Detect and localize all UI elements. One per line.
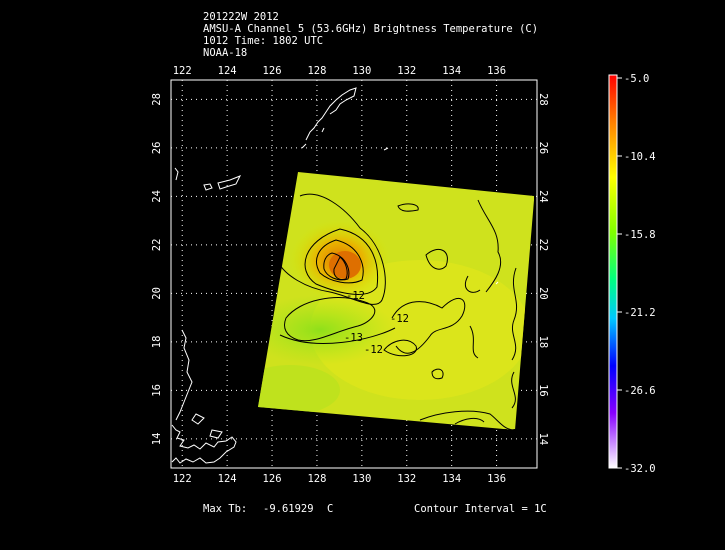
colorbar-tick-label: -26.6 [624,385,656,397]
lat-labels-right: 14 16 18 20 22 24 26 28 [537,93,549,445]
contour-line [464,275,481,293]
lat-tick-label: 26 [537,142,549,155]
contour-line [425,248,448,270]
lon-tick-label: 134 [442,65,461,77]
lat-tick-label: 28 [151,93,163,106]
title-line-3: 1012 Time: 1802 UTC [203,35,324,47]
lat-tick-label: 22 [537,239,549,252]
contour-label: -12 [346,290,365,302]
lat-labels-left: 14 16 18 20 22 24 26 28 [151,93,163,445]
title-line-2: AMSU-A Channel 5 (53.6GHz) Brightness Te… [203,23,539,35]
contour-label: -13 [490,428,509,440]
contour-line [383,339,417,357]
contour-interval: Contour Interval = 1C [414,503,547,515]
lon-tick-label: 126 [263,473,282,485]
title-line-1: 201222W 2012 [203,11,279,23]
colorbar-ticks: -5.0 -10.4 -15.8 -21.2 -26.6 -32.0 [617,73,656,475]
colorbar [608,74,618,469]
lon-tick-label: 122 [173,473,192,485]
contour-label: -12 [364,344,383,356]
colorbar-tick-label: -15.8 [624,229,656,241]
lat-tick-label: 26 [151,142,163,155]
contour-line [469,325,479,359]
max-tb-label: Max Tb: [203,503,248,515]
lon-tick-label: 132 [397,65,416,77]
lat-tick-label: 20 [151,287,163,300]
contour-line [431,368,444,380]
lon-tick-label: 122 [173,65,192,77]
contour-line [304,228,379,295]
lat-tick-label: 16 [537,384,549,397]
lon-tick-label: 130 [352,473,371,485]
lat-tick-label: 18 [537,336,549,349]
coastline [171,87,499,464]
lon-tick-label: 136 [487,473,506,485]
contour-line [279,327,396,344]
lon-labels-top: 122 124 126 128 130 132 134 136 [173,65,506,77]
contour-label: -13 [505,428,524,440]
lon-tick-label: 128 [307,65,326,77]
lat-tick-label: 18 [151,336,163,349]
contour-label: -13 [344,332,363,344]
contour-label: -12 [390,313,409,325]
lon-tick-label: 132 [397,473,416,485]
lat-tick-label: 24 [537,190,549,203]
contour-line [397,203,419,212]
lon-tick-label: 124 [218,473,237,485]
lon-labels-bottom: 122 124 126 128 130 132 134 136 [173,473,506,485]
contour-line [477,199,502,293]
contour-line [277,193,386,305]
contour-line [454,417,485,425]
lat-tick-label: 14 [151,433,163,446]
contour-line [316,239,364,284]
lon-tick-label: 128 [307,473,326,485]
contour-line [419,410,515,431]
max-tb-value: -9.61929 [263,503,314,515]
colorbar-tick-label: -5.0 [624,73,649,85]
lon-tick-label: 126 [263,65,282,77]
contour-line [511,371,516,409]
title-line-4: NOAA-18 [203,47,248,59]
lat-tick-label: 22 [151,239,163,252]
lon-tick-label: 134 [442,473,461,485]
max-tb-unit: C [327,503,334,515]
colorbar-tick-label: -32.0 [624,463,656,475]
lat-tick-label: 14 [537,433,549,446]
lat-tick-label: 24 [151,190,163,203]
contour-line [323,252,350,281]
lat-tick-label: 16 [151,384,163,397]
contour-line [391,297,466,354]
contour-line [511,267,518,361]
lat-tick-label: 20 [537,287,549,300]
colorbar-tick-label: -10.4 [624,151,656,163]
contour-labels: -12 -12 -13 -12 -13 -13 [344,290,524,440]
lon-tick-label: 136 [487,65,506,77]
contour-line [333,256,348,280]
contour-line [284,297,376,342]
colorbar-tick-label: -21.2 [624,307,656,319]
lon-tick-label: 124 [218,65,237,77]
lon-tick-label: 130 [352,65,371,77]
lat-tick-label: 28 [537,93,549,106]
contour-lines [277,193,518,431]
brightness-temperature-swath: -12 -12 -13 -12 -13 -13 [258,172,534,440]
